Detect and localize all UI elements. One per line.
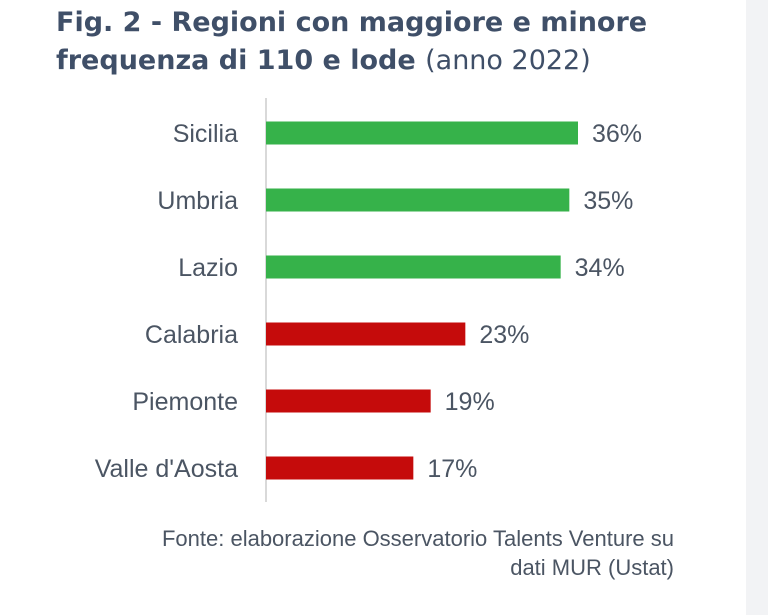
figure-title: Fig. 2 - Regioni con maggiore e minore f… xyxy=(56,4,726,80)
figure-title-bold: Fig. 2 - Regioni con maggiore e minore f… xyxy=(56,7,648,76)
bar xyxy=(266,188,570,212)
data-label: 19% xyxy=(445,388,495,416)
category-label: Valle d'Aosta xyxy=(95,455,238,483)
data-label: 36% xyxy=(592,120,642,148)
source-note: Fonte: elaborazione Osservatorio Talents… xyxy=(70,524,674,582)
category-label: Sicilia xyxy=(173,120,238,148)
bar xyxy=(266,255,561,279)
figure-title-year: (anno 2022) xyxy=(425,45,591,76)
bar xyxy=(266,456,414,480)
data-label: 23% xyxy=(479,321,529,349)
data-label: 17% xyxy=(427,455,477,483)
category-label: Umbria xyxy=(157,187,238,215)
category-label: Lazio xyxy=(178,254,238,282)
right-edge-strip xyxy=(746,0,768,615)
source-line-1: Fonte: elaborazione Osservatorio Talents… xyxy=(161,526,674,551)
data-label: 35% xyxy=(583,187,633,215)
category-label: Calabria xyxy=(145,321,238,349)
data-label: 34% xyxy=(575,254,625,282)
bar xyxy=(266,389,431,413)
bar xyxy=(266,322,466,346)
bar xyxy=(266,121,578,145)
category-label: Piemonte xyxy=(132,388,238,416)
source-line-2: dati MUR (Ustat) xyxy=(510,555,674,580)
